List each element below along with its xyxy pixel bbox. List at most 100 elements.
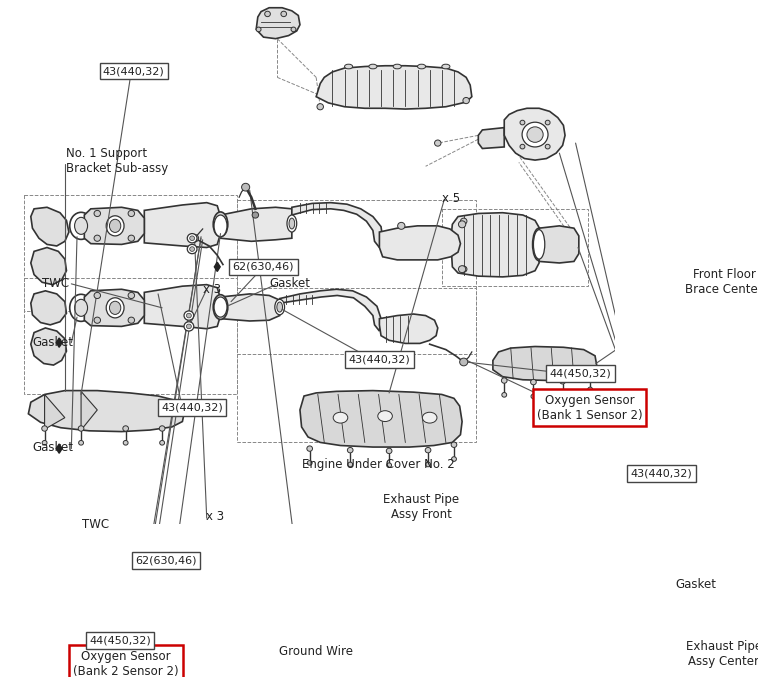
Circle shape	[545, 144, 550, 149]
Circle shape	[187, 234, 197, 243]
Ellipse shape	[393, 64, 401, 69]
Circle shape	[252, 212, 258, 218]
Circle shape	[94, 211, 101, 217]
Circle shape	[317, 104, 324, 110]
Text: 43(440,32): 43(440,32)	[349, 355, 410, 365]
Circle shape	[520, 144, 525, 149]
Text: x 3: x 3	[203, 283, 221, 296]
Circle shape	[531, 394, 536, 399]
Circle shape	[94, 317, 101, 324]
Text: Ground Wire: Ground Wire	[279, 645, 353, 658]
Ellipse shape	[522, 123, 548, 147]
Circle shape	[190, 246, 195, 251]
Circle shape	[348, 462, 352, 466]
Ellipse shape	[527, 127, 543, 142]
Text: 44(450,32): 44(450,32)	[550, 368, 611, 378]
Ellipse shape	[334, 412, 348, 423]
Polygon shape	[451, 213, 540, 277]
Circle shape	[42, 426, 48, 431]
Circle shape	[79, 441, 83, 445]
Circle shape	[123, 426, 129, 431]
Circle shape	[347, 447, 353, 453]
Circle shape	[398, 222, 405, 230]
Ellipse shape	[70, 213, 92, 240]
Text: Oxygen Sensor
(Bank 2 Sensor 2): Oxygen Sensor (Bank 2 Sensor 2)	[73, 650, 178, 677]
Polygon shape	[144, 284, 221, 329]
Ellipse shape	[214, 215, 227, 237]
Circle shape	[463, 97, 469, 104]
Circle shape	[459, 265, 465, 273]
Ellipse shape	[213, 294, 228, 320]
Ellipse shape	[213, 212, 228, 237]
Text: Exhaust Pipe
Assy Front: Exhaust Pipe Assy Front	[384, 493, 459, 521]
Polygon shape	[81, 391, 97, 430]
Circle shape	[291, 27, 296, 32]
Polygon shape	[380, 314, 438, 343]
Polygon shape	[84, 207, 144, 244]
Text: 43(440,32): 43(440,32)	[161, 403, 223, 412]
Ellipse shape	[422, 412, 437, 423]
Polygon shape	[478, 128, 504, 148]
Bar	[236, 288, 476, 442]
Circle shape	[502, 393, 506, 397]
Circle shape	[559, 378, 565, 384]
Ellipse shape	[275, 299, 284, 315]
Text: 62(630,46): 62(630,46)	[233, 262, 294, 272]
Ellipse shape	[345, 64, 352, 69]
Polygon shape	[300, 391, 462, 447]
Ellipse shape	[106, 216, 124, 236]
Polygon shape	[31, 248, 67, 284]
Polygon shape	[679, 582, 684, 591]
Circle shape	[160, 441, 164, 445]
Polygon shape	[292, 202, 383, 248]
Polygon shape	[221, 207, 292, 241]
Circle shape	[587, 372, 593, 378]
Circle shape	[451, 442, 457, 447]
Circle shape	[560, 393, 565, 398]
Circle shape	[186, 324, 191, 329]
Circle shape	[94, 235, 101, 241]
Circle shape	[256, 27, 261, 32]
Text: Gasket: Gasket	[32, 441, 73, 454]
Circle shape	[587, 387, 593, 392]
Bar	[24, 195, 236, 311]
Text: 62(630,46): 62(630,46)	[136, 556, 197, 566]
Text: Gasket: Gasket	[32, 336, 73, 349]
Bar	[24, 278, 236, 395]
Circle shape	[187, 244, 197, 254]
Circle shape	[184, 322, 194, 331]
Circle shape	[387, 463, 392, 468]
Circle shape	[459, 358, 468, 366]
Circle shape	[242, 183, 249, 191]
Circle shape	[387, 448, 392, 454]
Circle shape	[128, 292, 135, 299]
Polygon shape	[539, 226, 579, 263]
Circle shape	[460, 266, 467, 272]
Circle shape	[190, 234, 199, 242]
Circle shape	[452, 457, 456, 461]
Ellipse shape	[533, 228, 546, 261]
Circle shape	[425, 462, 431, 466]
Text: Gasket: Gasket	[270, 278, 311, 290]
Circle shape	[265, 12, 271, 17]
Ellipse shape	[377, 411, 393, 422]
Text: 43(440,32): 43(440,32)	[103, 66, 164, 76]
Circle shape	[501, 378, 507, 383]
Ellipse shape	[289, 218, 295, 229]
Bar	[442, 209, 587, 286]
Ellipse shape	[74, 217, 88, 234]
Circle shape	[94, 292, 101, 299]
Polygon shape	[256, 7, 300, 39]
Text: 43(440,32): 43(440,32)	[631, 468, 692, 479]
Circle shape	[434, 140, 441, 146]
Ellipse shape	[106, 298, 124, 318]
Polygon shape	[31, 328, 67, 365]
Circle shape	[307, 460, 312, 465]
Circle shape	[78, 426, 84, 431]
Circle shape	[425, 447, 431, 453]
Polygon shape	[221, 294, 280, 321]
Ellipse shape	[74, 299, 88, 316]
Polygon shape	[56, 444, 62, 453]
Text: Gasket: Gasket	[675, 578, 716, 591]
Polygon shape	[380, 226, 460, 260]
